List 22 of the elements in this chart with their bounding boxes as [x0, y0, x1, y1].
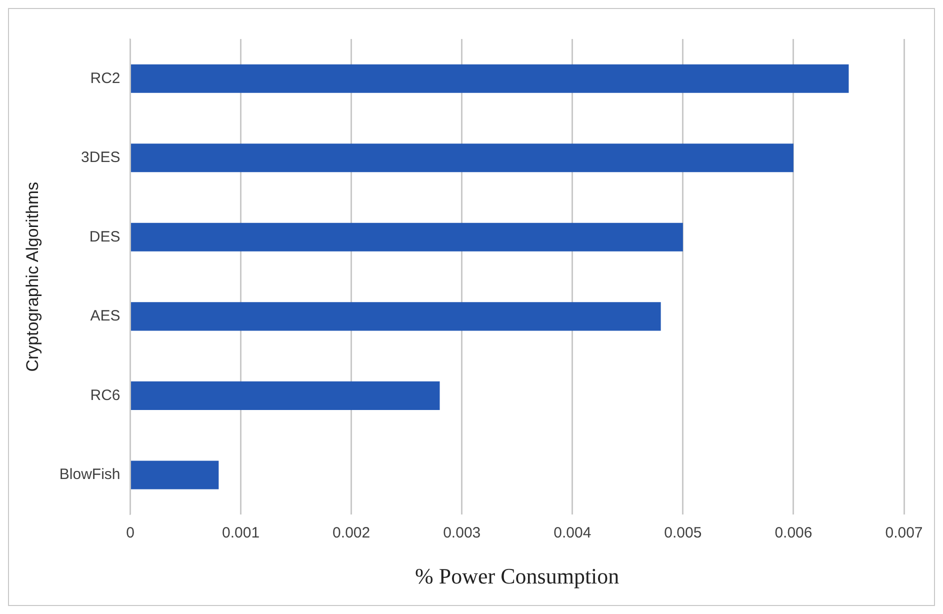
- x-tick-label: 0.002: [332, 524, 370, 542]
- y-tick-label: BlowFish: [59, 466, 120, 484]
- x-tick-label: 0.007: [885, 524, 923, 542]
- x-tick-label: 0.006: [774, 524, 812, 542]
- bar: [131, 222, 683, 252]
- x-tick-label: 0.005: [664, 524, 702, 542]
- bar: [131, 302, 661, 331]
- x-axis-title: % Power Consumption: [415, 564, 620, 589]
- bar: [131, 381, 440, 410]
- x-tick-label: 0.003: [443, 524, 481, 542]
- bar: [131, 460, 219, 490]
- x-tick-label: 0: [126, 524, 134, 542]
- x-tick-label: 0.001: [222, 524, 260, 542]
- bar: [131, 144, 794, 172]
- y-tick-label: DES: [89, 228, 120, 246]
- bar: [131, 64, 849, 93]
- y-tick-label: 3DES: [81, 149, 120, 166]
- y-tick-label: RC2: [90, 70, 120, 87]
- y-axis-title: Cryptographic Algorithms: [22, 182, 42, 372]
- y-tick-label: RC6: [90, 386, 120, 404]
- x-tick-label: 0.004: [554, 524, 592, 542]
- y-tick-label: AES: [90, 308, 120, 325]
